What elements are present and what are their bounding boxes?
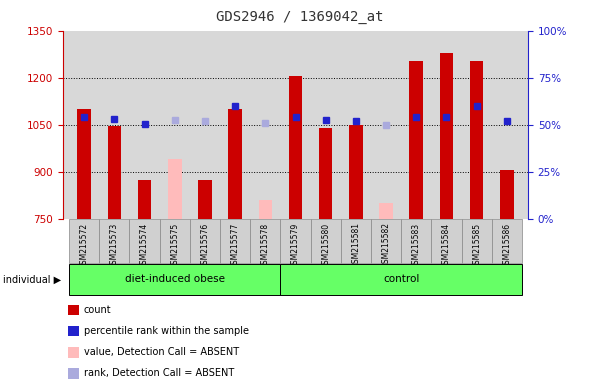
Bar — [68, 368, 79, 379]
Bar — [431, 219, 461, 263]
Bar — [259, 200, 272, 219]
Text: GDS2946 / 1369042_at: GDS2946 / 1369042_at — [216, 10, 384, 23]
Text: GSM215578: GSM215578 — [261, 222, 270, 268]
Bar — [401, 219, 431, 263]
Bar — [280, 219, 311, 263]
Bar — [69, 264, 280, 295]
Bar — [168, 159, 182, 219]
Text: GSM215579: GSM215579 — [291, 222, 300, 269]
Text: GSM215573: GSM215573 — [110, 222, 119, 269]
Text: control: control — [383, 274, 419, 285]
Text: individual ▶: individual ▶ — [3, 274, 61, 285]
Text: count: count — [84, 305, 112, 315]
Text: percentile rank within the sample: percentile rank within the sample — [84, 326, 249, 336]
Bar — [492, 219, 522, 263]
Text: GSM215583: GSM215583 — [412, 222, 421, 268]
Text: value, Detection Call = ABSENT: value, Detection Call = ABSENT — [84, 347, 239, 358]
Bar — [99, 219, 130, 263]
Bar — [470, 61, 484, 219]
Bar — [250, 219, 280, 263]
Bar — [379, 203, 393, 219]
Bar — [319, 128, 332, 219]
Text: GSM215580: GSM215580 — [321, 222, 330, 268]
Bar — [77, 109, 91, 219]
Text: GSM215586: GSM215586 — [502, 222, 511, 268]
Bar — [190, 219, 220, 263]
Bar — [138, 180, 151, 219]
Bar — [107, 126, 121, 219]
Bar — [440, 53, 453, 219]
Bar — [220, 219, 250, 263]
Bar — [500, 170, 514, 219]
Bar — [371, 219, 401, 263]
Text: GSM215584: GSM215584 — [442, 222, 451, 268]
Text: GSM215582: GSM215582 — [382, 222, 391, 268]
Text: GSM215581: GSM215581 — [352, 222, 361, 268]
Bar — [68, 326, 79, 336]
Bar — [69, 219, 99, 263]
Text: GSM215574: GSM215574 — [140, 222, 149, 269]
Text: GSM215572: GSM215572 — [80, 222, 89, 268]
Text: GSM215576: GSM215576 — [200, 222, 209, 269]
Bar — [341, 219, 371, 263]
Bar — [160, 219, 190, 263]
Bar — [68, 305, 79, 315]
Bar — [289, 76, 302, 219]
Bar — [229, 109, 242, 219]
Bar — [311, 219, 341, 263]
Bar — [68, 347, 79, 358]
Bar — [280, 264, 522, 295]
Text: diet-induced obese: diet-induced obese — [125, 274, 225, 285]
Text: rank, Detection Call = ABSENT: rank, Detection Call = ABSENT — [84, 368, 234, 379]
Text: GSM215585: GSM215585 — [472, 222, 481, 268]
Bar — [461, 219, 492, 263]
Bar — [130, 219, 160, 263]
Bar — [349, 125, 362, 219]
Text: GSM215575: GSM215575 — [170, 222, 179, 269]
Bar — [409, 61, 423, 219]
Bar — [198, 180, 212, 219]
Text: GSM215577: GSM215577 — [230, 222, 239, 269]
